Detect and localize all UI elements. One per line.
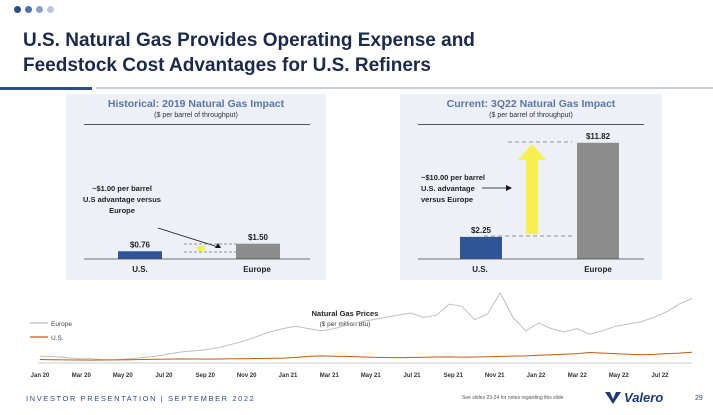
current-subtitle: ($ per barrel of throughput) <box>489 112 573 119</box>
price-x-tick-label: Sep 20 <box>196 373 216 379</box>
title-rule <box>96 87 713 89</box>
current-advantage-arrow <box>518 144 546 234</box>
page-title-line1: U.S. Natural Gas Provides Operating Expe… <box>23 30 475 51</box>
historical-annotation-line: ~$1.00 per barrel <box>92 184 152 193</box>
historical-category-europe: Europe <box>243 265 271 274</box>
historical-bar-chart: $0.76 $1.50 U.S. Europe <box>84 227 310 274</box>
current-annotation: ~$10.00 per barrel U.S. advantage versus… <box>421 172 521 205</box>
current-category-us: U.S. <box>472 265 488 274</box>
price-x-tick-label: Sep 21 <box>444 373 464 379</box>
price-line-europe <box>40 291 693 361</box>
valero-logo: Valero <box>605 390 663 405</box>
price-chart-title: Natural Gas Prices <box>312 309 379 318</box>
page-title: U.S. Natural Gas Provides Operating Expe… <box>23 28 475 78</box>
header-dot <box>25 6 32 13</box>
footer-label: INVESTOR PRESENTATION | SEPTEMBER 2022 <box>26 394 256 403</box>
price-x-tick-label: Jan 21 <box>279 373 298 379</box>
current-bar-us <box>460 236 502 259</box>
price-series-group <box>39 291 693 361</box>
historical-annotation-line: U.S advantage versus <box>83 195 161 204</box>
historical-advantage-arrow-line <box>157 227 219 248</box>
historical-annotation-line: Europe <box>109 206 135 215</box>
page-number: 29 <box>695 395 703 402</box>
price-x-tick-label: May 20 <box>113 373 134 379</box>
title-rule-accent <box>0 87 92 90</box>
current-bar-chart: $2.25 $11.82 U.S. Europe <box>418 132 644 274</box>
historical-panel: Historical: 2019 Natural Gas Impact ($ p… <box>66 94 326 280</box>
price-x-tick-label: Jul 20 <box>155 373 173 379</box>
natural-gas-price-chart: Natural Gas Prices ($ per million Btu) E… <box>30 291 693 379</box>
price-x-tick-label: Nov 21 <box>485 373 505 379</box>
footer-note: See slides 23-24 for notes regarding thi… <box>462 395 565 401</box>
price-x-tick-label: May 21 <box>361 373 382 379</box>
current-annotation-line: versus Europe <box>421 195 474 204</box>
historical-value-label-europe: $1.50 <box>248 233 269 242</box>
price-line-us <box>39 351 693 361</box>
historical-subtitle: ($ per barrel of throughput) <box>154 112 238 119</box>
current-annotation-line: U.S. advantage <box>421 184 475 193</box>
page-title-line2: Feedstock Cost Advantages for U.S. Refin… <box>23 55 431 76</box>
historical-bar-us <box>118 251 162 259</box>
price-chart-subtitle: ($ per million Btu) <box>320 321 371 328</box>
current-bar-europe <box>577 142 619 259</box>
historical-category-us: U.S. <box>132 265 148 274</box>
price-x-tick-label: May 22 <box>609 373 630 379</box>
price-x-tick-label: Mar 20 <box>72 373 92 379</box>
current-advantage-arrowhead <box>506 185 512 191</box>
price-x-ticks: Jan 20 Mar 20 May 20 Jul 20 Sep 20 Nov 20 Jan … <box>31 373 670 379</box>
legend-europe-label: Europe <box>51 321 72 328</box>
price-x-tick-label: Jan 22 <box>527 373 546 379</box>
current-value-label-europe: $11.82 <box>586 132 611 141</box>
price-x-tick-label: Jul 21 <box>403 373 421 379</box>
historical-advantage-arrowhead <box>215 243 221 248</box>
current-category-europe: Europe <box>584 265 612 274</box>
current-value-label-us: $2.25 <box>471 226 492 235</box>
price-x-tick-label: Jan 20 <box>31 373 50 379</box>
historical-title-rule <box>84 124 310 125</box>
legend-us-label: U.S. <box>51 335 64 342</box>
header-dot <box>36 6 43 13</box>
current-annotation-line: ~$10.00 per barrel <box>421 173 486 182</box>
header-dot <box>47 6 54 13</box>
current-title-rule <box>418 124 644 125</box>
header-dots <box>14 6 54 13</box>
current-title: Current: 3Q22 Natural Gas Impact <box>446 98 616 110</box>
valero-logo-icon <box>605 391 621 404</box>
current-panel: Current: 3Q22 Natural Gas Impact ($ per … <box>400 94 662 280</box>
historical-annotation: ~$1.00 per barrel U.S advantage versus E… <box>66 183 178 216</box>
historical-value-label-us: $0.76 <box>130 240 151 249</box>
valero-logo-text: Valero <box>624 390 664 405</box>
price-x-tick-label: Jul 22 <box>651 373 669 379</box>
header-dot <box>14 6 21 13</box>
price-x-tick-label: Mar 22 <box>568 373 588 379</box>
historical-bar-europe <box>236 243 280 259</box>
historical-advantage-arrow <box>197 246 205 251</box>
price-x-tick-label: Nov 20 <box>237 373 257 379</box>
historical-title: Historical: 2019 Natural Gas Impact <box>107 98 285 110</box>
price-x-tick-label: Mar 21 <box>320 373 340 379</box>
